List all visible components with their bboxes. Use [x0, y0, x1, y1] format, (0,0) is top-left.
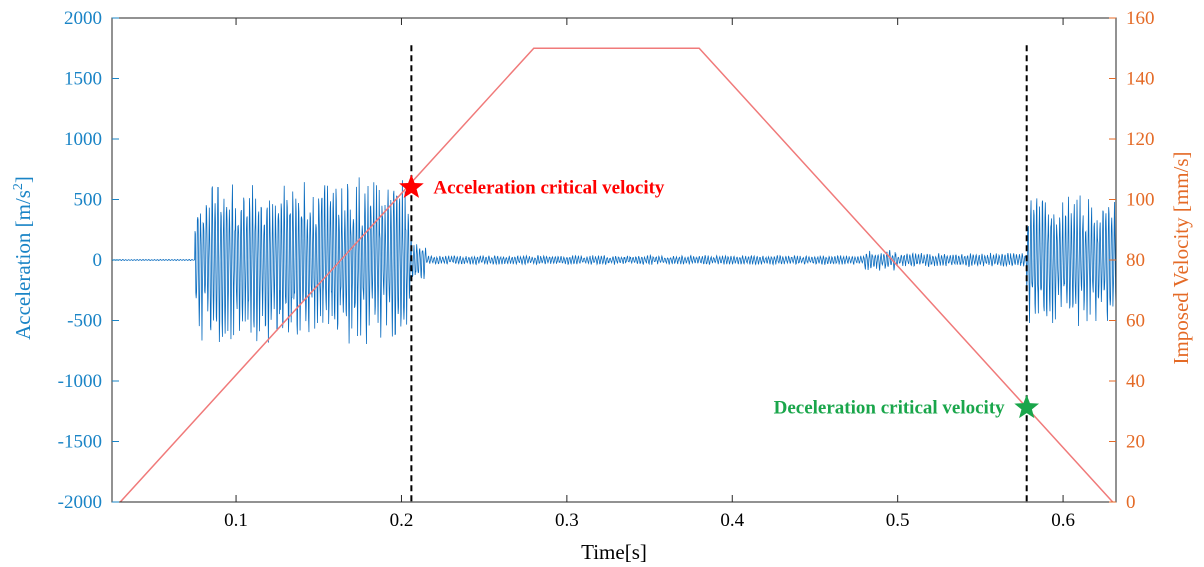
right-y-tick-label: 140	[1126, 69, 1155, 90]
x-tick-label: 0.4	[720, 510, 744, 531]
acceleration-series-line	[112, 177, 1116, 345]
left-y-axis-label-sup: 2	[11, 183, 26, 190]
left-y-axis-label-tail: ]	[11, 176, 35, 183]
left-y-tick-label: 1000	[64, 129, 102, 150]
x-axis-label: Time[s]	[581, 540, 647, 564]
left-y-tick-label: -1500	[58, 432, 102, 453]
deceleration-critical-label: Deceleration critical velocity	[774, 398, 1006, 419]
right-y-axis-label: Imposed Velocity [mm/s]	[1169, 151, 1193, 364]
x-tick-label: 0.5	[886, 510, 910, 531]
right-y-tick-label: 40	[1126, 371, 1145, 392]
x-tick-label: 0.3	[555, 510, 579, 531]
right-y-tick-label: 160	[1126, 8, 1155, 29]
left-y-axis-label-base: Acceleration [m/s	[11, 190, 35, 340]
left-y-tick-label: -1000	[58, 371, 102, 392]
left-y-tick-label: -500	[67, 311, 102, 332]
right-y-tick-label: 80	[1126, 250, 1145, 271]
left-y-tick-label: -2000	[58, 492, 102, 513]
x-tick-label: 0.1	[224, 510, 248, 531]
imposed-velocity-series-line	[119, 47, 1114, 502]
left-y-tick-label: 0	[93, 250, 103, 271]
right-y-tick-label: 0	[1126, 492, 1136, 513]
left-y-tick-label: 2000	[64, 8, 102, 29]
left-y-axis-label: Acceleration [m/s2]	[11, 176, 35, 340]
right-y-tick-label: 60	[1126, 311, 1145, 332]
left-y-tick-label: 500	[74, 190, 103, 211]
right-y-tick-label: 120	[1126, 129, 1155, 150]
left-y-tick-label: 1500	[64, 69, 102, 90]
x-tick-label: 0.2	[390, 510, 414, 531]
acceleration-critical-star-icon	[399, 174, 424, 198]
deceleration-critical-star-icon	[1014, 394, 1040, 419]
right-y-tick-label: 20	[1126, 432, 1145, 453]
x-tick-label: 0.6	[1051, 510, 1075, 531]
right-y-tick-label: 100	[1126, 190, 1155, 211]
acceleration-critical-label: Acceleration critical velocity	[433, 177, 665, 198]
